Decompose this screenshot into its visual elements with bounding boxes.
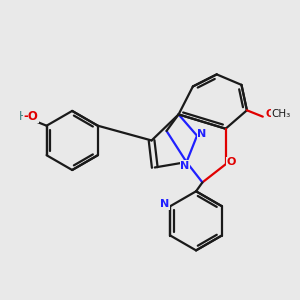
Text: N: N <box>180 161 190 171</box>
Text: -O: -O <box>23 110 38 123</box>
Text: H: H <box>18 110 27 123</box>
Text: N: N <box>197 129 206 139</box>
Text: N: N <box>160 200 170 209</box>
Text: O: O <box>265 110 274 119</box>
Text: CH₃: CH₃ <box>272 110 291 119</box>
Text: O: O <box>226 157 236 167</box>
